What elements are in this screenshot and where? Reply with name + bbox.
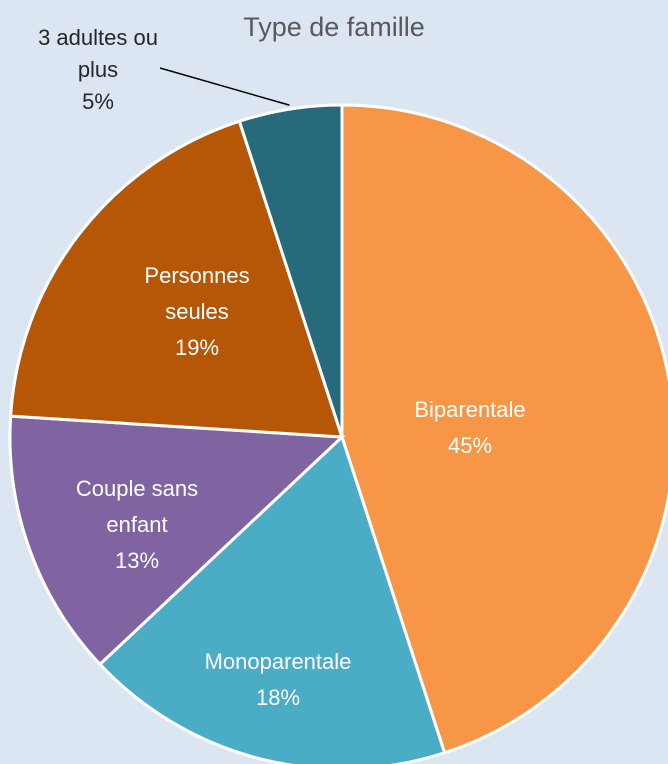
leader-line — [159, 67, 290, 106]
category-label: Biparentale — [414, 397, 526, 422]
slice-label: 3 adultes ou plus 5% — [33, 22, 163, 118]
pie-slice — [8, 414, 346, 667]
pie-slice — [237, 103, 344, 438]
category-label: Personnes seules — [144, 263, 250, 324]
chart-title: Type de famille — [243, 12, 425, 42]
value-label: 45% — [447, 433, 493, 458]
category-label: 3 adultes ou plus — [38, 25, 158, 82]
value-label: 18% — [255, 685, 301, 710]
slice-label: Couple sans enfant 13% — [62, 471, 212, 579]
slice-label: Personnes seules 19% — [122, 258, 272, 366]
value-label: 5% — [82, 89, 114, 114]
pie-slice — [9, 119, 345, 439]
category-label: Couple sans enfant — [75, 476, 199, 537]
slice-label: Monoparentale 18% — [158, 644, 398, 716]
category-label: Monoparentale — [204, 649, 352, 674]
value-label: 19% — [174, 335, 220, 360]
slice-label: Biparentale 45% — [370, 392, 570, 464]
pie-slice — [97, 434, 447, 764]
pie-slice — [340, 103, 668, 755]
value-label: 13% — [114, 548, 160, 573]
